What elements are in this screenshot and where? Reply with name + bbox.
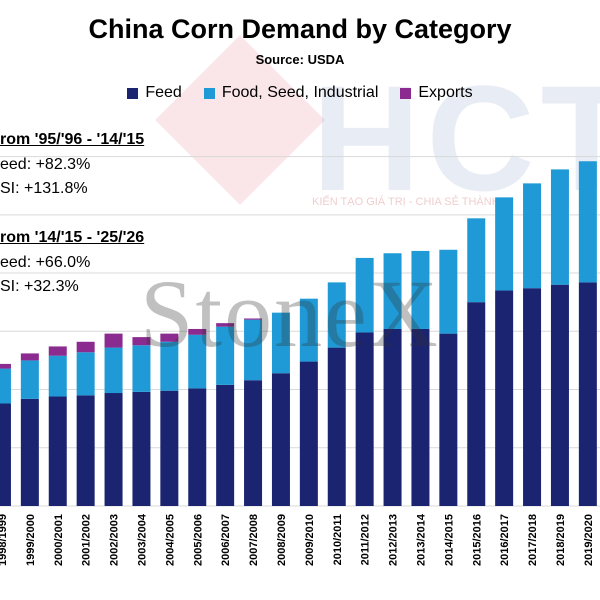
bar-exports	[244, 318, 263, 320]
legend-label-feed: Feed	[145, 84, 182, 101]
bar-feed	[271, 373, 290, 506]
bar-fsi	[132, 345, 151, 392]
bar-exports	[188, 328, 207, 335]
bar-fsi	[20, 360, 39, 399]
bar-feed	[76, 395, 95, 506]
x-tick-label: 2017/2018	[527, 514, 539, 566]
annotation-1-feed: eed: +82.3%	[0, 156, 91, 173]
legend-swatch-fsi	[203, 87, 215, 99]
bar-fsi	[411, 250, 430, 329]
bar-fsi	[299, 298, 318, 362]
x-tick-label: 2001/2002	[81, 514, 93, 566]
x-tick-label: 2019/2020	[583, 514, 595, 566]
bar-feed	[188, 388, 207, 506]
bar-fsi	[523, 183, 542, 289]
watermark-stonex: StoneX	[140, 260, 440, 367]
legend-item-feed: Feed	[127, 84, 182, 102]
bar-fsi	[355, 257, 374, 333]
x-tick-label: 2006/2007	[220, 514, 232, 566]
chart-subtitle: Source: USDA	[255, 52, 345, 67]
bar-feed	[411, 328, 430, 506]
x-tick-label: 2014/2015	[443, 514, 455, 566]
bar-feed	[383, 328, 402, 506]
legend-label-fsi: Food, Seed, Industrial	[221, 84, 379, 101]
chart-title: China Corn Demand by Category	[88, 14, 512, 44]
bar-feed	[327, 347, 346, 506]
legend-item-fsi: Food, Seed, Industrial	[203, 84, 379, 102]
bar-exports	[216, 323, 235, 327]
bar-fsi	[383, 253, 402, 329]
x-tick-label: 2018/2019	[555, 514, 567, 566]
annotation-2-feed: eed: +66.0%	[0, 254, 91, 271]
bar-exports	[160, 333, 179, 342]
x-tick-label: 2008/2009	[276, 514, 288, 566]
legend: Feed Food, Seed, Industrial Exports	[0, 84, 600, 102]
bar-feed	[523, 288, 542, 506]
x-tick-label: 1999/2000	[25, 514, 37, 566]
x-tick-label: 1998/1999	[0, 514, 9, 566]
bar-feed	[20, 398, 39, 506]
annotation-1-fsi: SI: +131.8%	[0, 180, 88, 197]
x-tick-label: 2013/2014	[415, 513, 427, 566]
bar-fsi	[327, 282, 346, 348]
bar-feed	[244, 380, 263, 506]
x-tick-label: 2015/2016	[471, 514, 483, 566]
bar-exports	[48, 346, 67, 356]
bar-exports	[20, 353, 39, 361]
bar-feed	[160, 390, 179, 506]
bar-exports	[76, 341, 95, 353]
bar-feed	[104, 393, 123, 506]
bar-fsi	[439, 249, 458, 334]
bar-fsi	[0, 368, 11, 404]
bar-fsi	[160, 341, 179, 391]
bar-fsi	[104, 347, 123, 394]
x-tick-label: 2016/2017	[499, 514, 511, 566]
bar-feed	[216, 384, 235, 506]
bar-exports	[0, 363, 11, 369]
bar-feed	[132, 391, 151, 506]
bar-feed	[495, 290, 514, 506]
bar-fsi	[244, 319, 263, 381]
bar-feed	[467, 302, 486, 506]
x-tick-label: 2010/2011	[332, 514, 344, 565]
bar-feed	[0, 403, 11, 506]
watermark-tagline: KIẾN TẠO GIÁ TRỊ - CHIA SẺ THÀNH	[312, 196, 500, 208]
bar-fsi	[216, 326, 235, 385]
bar-fsi	[271, 312, 290, 374]
bar-fsi	[495, 197, 514, 291]
bar-feed	[578, 282, 597, 506]
annotation-2-fsi: SI: +32.3%	[0, 278, 79, 295]
bar-fsi	[76, 352, 95, 396]
bar-fsi	[578, 161, 597, 283]
legend-item-exports: Exports	[400, 84, 473, 102]
annotation-2-heading: rom '14/'15 - '25/'26	[0, 229, 145, 246]
annotation-1-heading: rom '95/'96 - '14/'15	[0, 131, 145, 148]
x-tick-label: 2011/2012	[360, 514, 372, 565]
bar-exports	[132, 337, 151, 346]
x-tick-label: 2005/2006	[192, 514, 204, 566]
bar-feed	[355, 332, 374, 506]
x-tick-labels: 1998/1999 1999/2000 2000/2001 2001/2002 2002…	[0, 513, 595, 566]
bar-fsi	[550, 169, 569, 285]
x-tick-label: 2000/2001	[53, 514, 65, 566]
x-tick-label: 2003/2004	[136, 513, 148, 566]
legend-swatch-feed	[127, 87, 139, 99]
bar-feed	[48, 396, 67, 506]
bar-fsi	[467, 218, 486, 303]
x-tick-label: 2009/2010	[304, 514, 316, 566]
bars	[0, 161, 597, 506]
bar-feed	[299, 361, 318, 506]
bar-exports	[104, 333, 123, 348]
bar-feed	[439, 333, 458, 506]
bar-fsi	[48, 355, 67, 397]
x-tick-label: 2012/2013	[388, 514, 400, 566]
x-tick-label: 2004/2005	[164, 514, 176, 566]
legend-swatch-exports	[400, 87, 412, 99]
x-tick-label: 2007/2008	[248, 514, 260, 566]
bar-fsi	[188, 334, 207, 389]
x-tick-label: 2002/2003	[109, 514, 121, 566]
legend-label-exports: Exports	[418, 84, 473, 101]
bar-feed	[550, 284, 569, 506]
